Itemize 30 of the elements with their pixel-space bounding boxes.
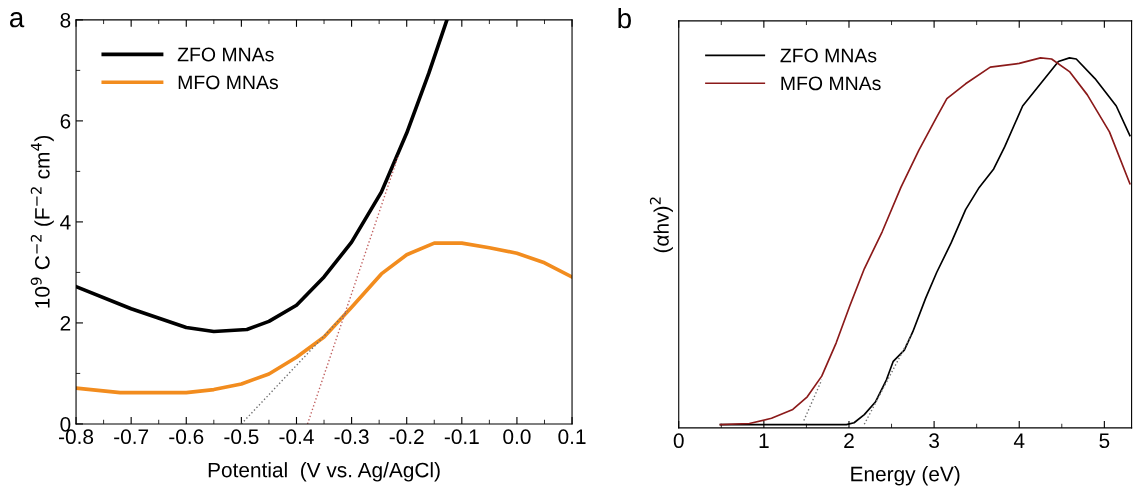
x-tick-label: -0.7: [114, 429, 149, 445]
chart-title: a: [9, 12, 25, 28]
x-tick-label: 0.1: [558, 429, 586, 445]
x-tick-label: -0.3: [334, 429, 369, 445]
x-tick-label: 0.0: [503, 429, 531, 445]
x-tick-label: -0.2: [389, 429, 424, 445]
legend-label: ZFO MNAs: [780, 48, 877, 63]
x-tick-label: -0.5: [224, 429, 259, 445]
x-tick-label: 4: [1013, 433, 1025, 448]
legend-label: MFO MNAs: [781, 76, 881, 91]
x-tick-label: 2: [844, 433, 854, 448]
legend-label: ZFO MNAs: [177, 47, 274, 62]
y-axis-title: (αhv)$^{2}$: [649, 197, 673, 253]
text: 10$^{9}$ C$^{−2}$ (F$^{−2}$ cm$^{4}$): [30, 135, 54, 308]
y-tick-label: 8: [60, 12, 71, 28]
x-tick-label: -0.1: [444, 429, 479, 445]
chart-title: b: [618, 7, 631, 29]
x-tick-label: 3: [929, 433, 939, 449]
x-tick-label: 1: [759, 433, 769, 448]
legend-label: MFO MNAs: [178, 75, 278, 90]
y-tick-label: 2: [60, 315, 71, 331]
x-axis-title: Potential (V vs. Ag/AgCl): [208, 462, 440, 482]
x-tick-label: -0.6: [169, 429, 204, 445]
x-axis-title: Energy (eV): [851, 466, 960, 486]
line-series: [76, 241, 573, 395]
x-tick-label: 0: [673, 433, 684, 449]
y-tick-label: 6: [60, 113, 71, 129]
x-tick-label: -0.4: [279, 429, 314, 445]
y-tick-label: 4: [60, 215, 71, 230]
x-tick-label: 5: [1099, 433, 1110, 449]
